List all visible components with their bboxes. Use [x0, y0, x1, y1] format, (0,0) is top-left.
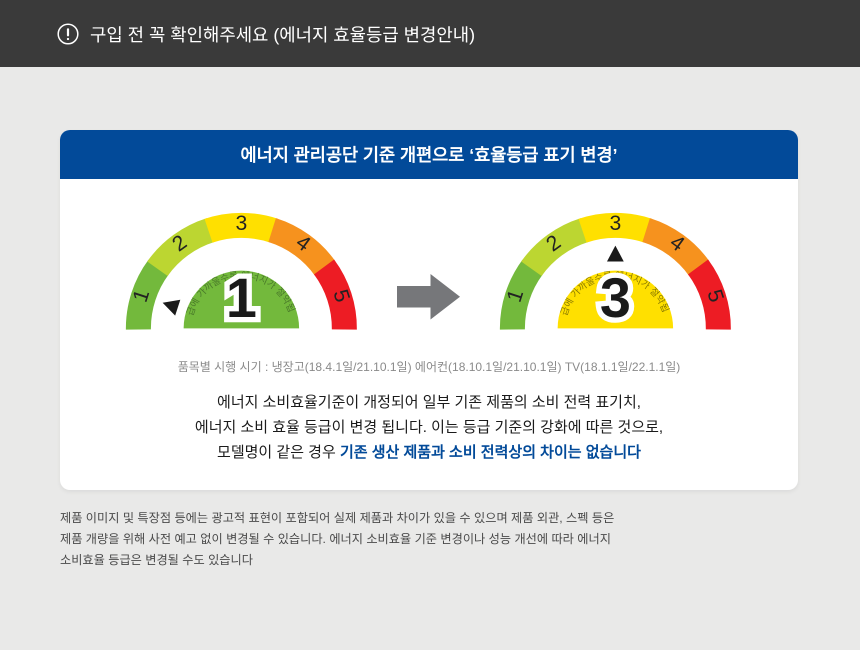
- svg-text:3: 3: [236, 212, 248, 235]
- svg-text:3: 3: [609, 212, 621, 235]
- svg-text:3: 3: [600, 266, 631, 329]
- svg-text:1: 1: [226, 266, 257, 329]
